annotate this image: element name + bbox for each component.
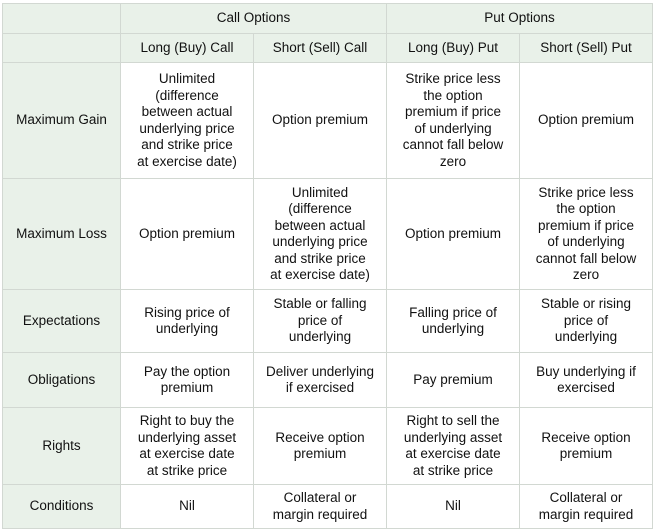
table-cell: Strike price less the option premium if … bbox=[519, 178, 653, 290]
table-cell: Nil bbox=[120, 484, 254, 529]
table-cell: Option premium bbox=[120, 178, 254, 290]
column-header-short-call: Short (Sell) Call bbox=[253, 33, 387, 63]
table-cell: Falling price of underlying bbox=[386, 289, 520, 353]
table-row-maximum-loss: Maximum Loss Option premium Unlimited (d… bbox=[2, 178, 653, 290]
table-cell: Pay the option premium bbox=[120, 352, 254, 408]
table-cell: Collateral or margin required bbox=[253, 484, 387, 529]
table-cell: Collateral or margin required bbox=[519, 484, 653, 529]
options-comparison-table: Call Options Put Options Long (Buy) Call… bbox=[2, 3, 653, 529]
table-cell: Pay premium bbox=[386, 352, 520, 408]
table-row-obligations: Obligations Pay the option premium Deliv… bbox=[2, 352, 653, 408]
table-cell: Deliver underlying if exercised bbox=[253, 352, 387, 408]
row-header-obligations: Obligations bbox=[2, 352, 121, 408]
table-cell: Unlimited (difference between actual und… bbox=[120, 62, 254, 179]
column-header-short-put: Short (Sell) Put bbox=[519, 33, 653, 63]
corner-cell bbox=[2, 33, 121, 63]
table-cell: Receive option premium bbox=[253, 407, 387, 485]
column-header-long-call: Long (Buy) Call bbox=[120, 33, 254, 63]
table-cell: Stable or rising price of underlying bbox=[519, 289, 653, 353]
row-header-maximum-gain: Maximum Gain bbox=[2, 62, 121, 179]
row-header-expectations: Expectations bbox=[2, 289, 121, 353]
table-cell: Rising price of underlying bbox=[120, 289, 254, 353]
table-cell: Option premium bbox=[519, 62, 653, 179]
table-cell: Unlimited (difference between actual und… bbox=[253, 178, 387, 290]
table-cell: Strike price less the option premium if … bbox=[386, 62, 520, 179]
row-header-rights: Rights bbox=[2, 407, 121, 485]
group-header-put-options: Put Options bbox=[386, 3, 653, 34]
table-cell: Nil bbox=[386, 484, 520, 529]
row-header-maximum-loss: Maximum Loss bbox=[2, 178, 121, 290]
table-row-expectations: Expectations Rising price of underlying … bbox=[2, 289, 653, 353]
row-header-conditions: Conditions bbox=[2, 484, 121, 529]
table-row-conditions: Conditions Nil Collateral or margin requ… bbox=[2, 484, 653, 529]
table-cell: Buy underlying if exercised bbox=[519, 352, 653, 408]
column-header-long-put: Long (Buy) Put bbox=[386, 33, 520, 63]
table-cell: Receive option premium bbox=[519, 407, 653, 485]
table-cell: Option premium bbox=[386, 178, 520, 290]
table-row-rights: Rights Right to buy the underlying asset… bbox=[2, 407, 653, 485]
options-table-container: Call Options Put Options Long (Buy) Call… bbox=[2, 3, 653, 529]
corner-cell bbox=[2, 3, 121, 34]
table-cell: Right to sell the underlying asset at ex… bbox=[386, 407, 520, 485]
table-row-maximum-gain: Maximum Gain Unlimited (difference betwe… bbox=[2, 62, 653, 179]
table-cell: Option premium bbox=[253, 62, 387, 179]
table-cell: Stable or falling price of underlying bbox=[253, 289, 387, 353]
group-header-call-options: Call Options bbox=[120, 3, 387, 34]
table-cell: Right to buy the underlying asset at exe… bbox=[120, 407, 254, 485]
